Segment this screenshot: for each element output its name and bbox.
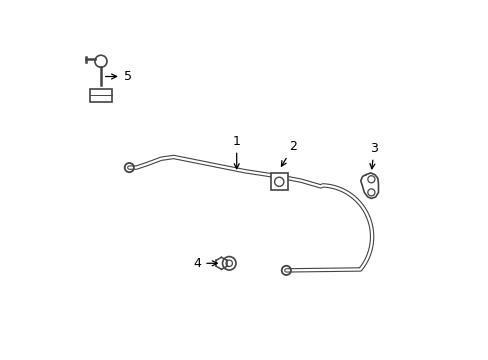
Text: 1: 1	[232, 135, 240, 169]
Text: 4: 4	[193, 257, 217, 270]
FancyBboxPatch shape	[90, 89, 112, 102]
FancyBboxPatch shape	[270, 173, 287, 190]
Circle shape	[222, 257, 236, 270]
Text: 5: 5	[105, 70, 131, 83]
Text: 2: 2	[281, 140, 297, 166]
Text: 3: 3	[369, 141, 377, 169]
